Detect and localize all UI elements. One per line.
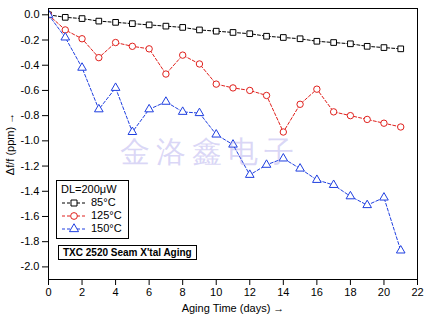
svg-text:Δf/f (ppm) →: Δf/f (ppm) → [4,113,16,175]
html-text:150°C: 150°C [91,222,122,234]
svg-text:-1.6: -1.6 [21,210,40,222]
svg-text:2: 2 [79,286,85,298]
svg-text:0.0: 0.0 [24,8,39,20]
svg-text:4: 4 [113,286,119,298]
svg-text:12: 12 [244,286,256,298]
svg-text:14: 14 [277,286,289,298]
svg-text:0: 0 [45,286,51,298]
html-text:125°C: 125°C [91,209,122,221]
svg-text:Aging Time (days) →: Aging Time (days) → [182,302,285,314]
svg-text:16: 16 [311,286,323,298]
svg-text:-1.4: -1.4 [21,185,40,197]
svg-text:-1.0: -1.0 [21,134,40,146]
svg-text:-0.2: -0.2 [21,34,40,46]
html-text:金洛鑫电子: 金洛鑫电子 [120,134,300,169]
svg-text:-2.0: -2.0 [21,260,40,272]
svg-text:-0.4: -0.4 [21,59,40,71]
svg-text:-0.8: -0.8 [21,109,40,121]
svg-text:-1.2: -1.2 [21,160,40,172]
html-text:DL=200μW: DL=200μW [61,183,117,195]
html-text:85°C: 85°C [91,196,116,208]
svg-text:-0.6: -0.6 [21,84,40,96]
svg-text:22: 22 [411,286,423,298]
svg-text:-1.8: -1.8 [21,235,40,247]
svg-text:8: 8 [180,286,186,298]
svg-text:6: 6 [146,286,152,298]
html-text:TXC 2520 Seam X'tal Aging: TXC 2520 Seam X'tal Aging [63,247,192,258]
svg-text:10: 10 [210,286,222,298]
svg-text:18: 18 [344,286,356,298]
svg-text:20: 20 [378,286,390,298]
